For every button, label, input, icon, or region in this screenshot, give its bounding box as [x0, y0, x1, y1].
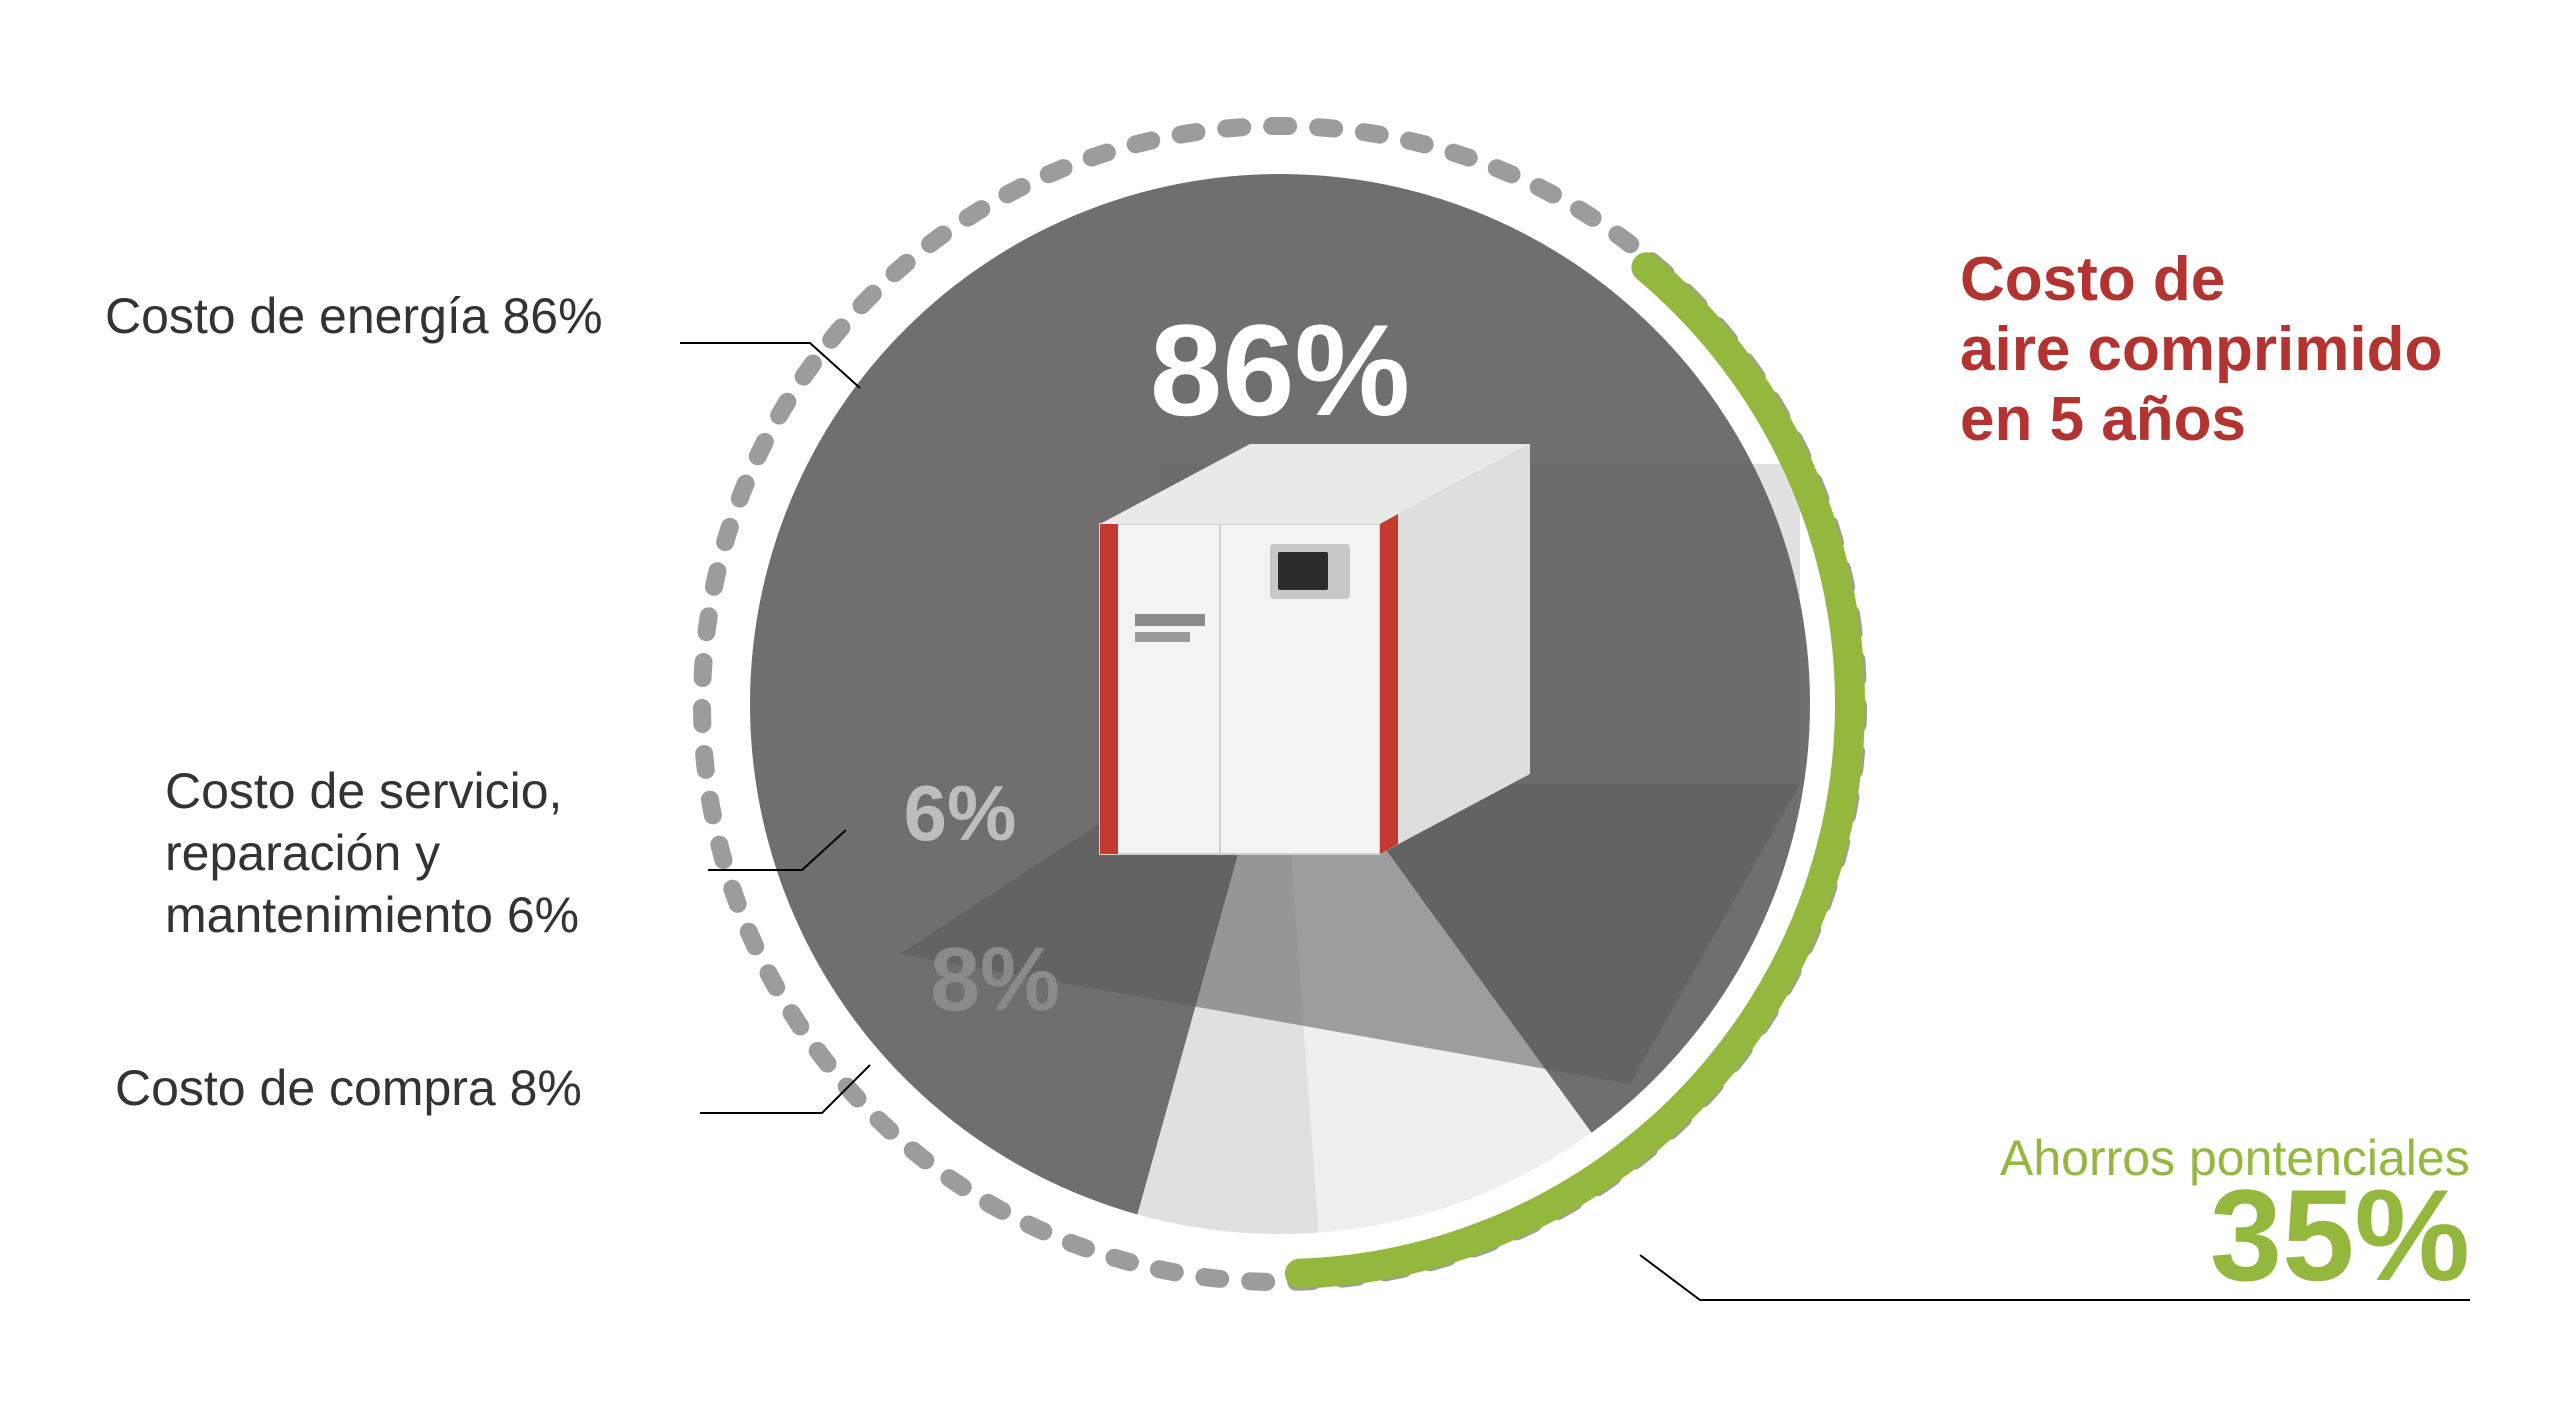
control-screen: [1278, 552, 1328, 590]
cost-breakdown-diagram: 86% 6% 8% Costo de energía 86% Costo de ser…: [0, 0, 2560, 1408]
slice-value: 86%: [1150, 297, 1410, 443]
title: Costo deaire comprimidoen 5 años: [1960, 245, 2442, 454]
brand-mark: [1135, 632, 1190, 642]
purchase-label: Costo de compra 8%: [115, 1060, 582, 1116]
energy-label: Costo de energía 86%: [105, 288, 603, 344]
savings-label: Ahorros pontenciales35%: [2000, 1130, 2470, 1308]
service-label: Costo de servicio,reparación ymantenimie…: [165, 763, 579, 943]
savings-value: 35%: [2210, 1162, 2470, 1308]
slice-value: 6%: [904, 769, 1017, 857]
accent-right: [1380, 514, 1398, 854]
callout-labels: Costo de energía 86% Costo de servicio,re…: [105, 288, 603, 1116]
accent-left: [1100, 524, 1118, 854]
leader-line: [680, 343, 860, 388]
slice-value: 8%: [930, 930, 1060, 1030]
brand-mark: [1135, 614, 1205, 626]
